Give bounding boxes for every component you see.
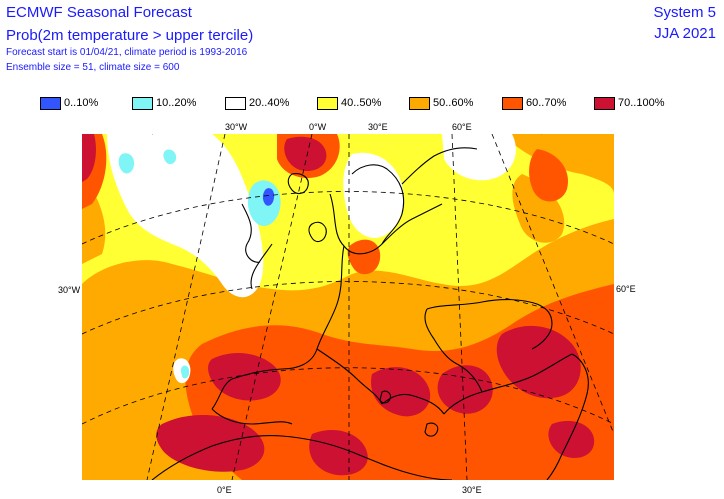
field-dark-red	[437, 365, 493, 414]
legend-item: 0..10%	[40, 95, 98, 111]
field-orange	[512, 174, 565, 243]
legend-item: 50..60%	[409, 95, 473, 111]
legend-label: 40..50%	[341, 97, 382, 109]
field-white	[343, 152, 404, 238]
legend: 0..10% 10..20% 20..40% 40..50% 50..60% 6…	[40, 95, 680, 111]
lon-label-top: 30°E	[368, 122, 388, 132]
ensemble-size-info: Ensemble size = 51, climate size = 600	[6, 62, 180, 73]
field-dark-red	[156, 414, 265, 472]
field-dark-red	[371, 367, 431, 417]
lon-label-left: 30°W	[58, 285, 81, 295]
map-title: ECMWF Seasonal Forecast	[6, 4, 192, 21]
field-dark-red	[208, 352, 281, 401]
field-dark-red	[82, 134, 96, 182]
legend-label: 50..60%	[433, 97, 474, 109]
legend-item: 40..50%	[317, 95, 381, 111]
field-white	[107, 134, 264, 298]
legend-label: 20..40%	[249, 97, 290, 109]
field-dark-red	[496, 325, 581, 399]
forecast-start-info: Forecast start is 01/04/21, climate peri…	[6, 47, 248, 58]
legend-label: 0..10%	[64, 97, 99, 109]
lon-label-top: 30°W	[225, 122, 248, 132]
legend-item: 20..40%	[225, 95, 289, 111]
field-cyan	[163, 149, 177, 165]
legend-item: 10..20%	[132, 95, 196, 111]
coastlines	[151, 147, 589, 480]
legend-swatch	[225, 96, 246, 110]
graticule	[82, 134, 614, 480]
legend-label: 60..70%	[526, 97, 567, 109]
system-label: System 5	[653, 4, 716, 21]
lon-label-top: 60°E	[452, 122, 472, 132]
legend-swatch	[502, 96, 523, 110]
field-cyan	[181, 365, 190, 379]
legend-swatch	[40, 96, 61, 110]
field-dark-red	[548, 420, 595, 459]
legend-swatch	[132, 96, 153, 110]
legend-label: 70..100%	[618, 97, 665, 109]
legend-label: 10..20%	[156, 97, 197, 109]
lon-label-bottom: 30°E	[462, 485, 482, 495]
field-blue	[262, 188, 275, 206]
field-orange	[101, 309, 145, 357]
field-cyan	[118, 153, 135, 174]
map-subtitle: Prob(2m temperature > upper tercile)	[6, 27, 254, 44]
field-white	[442, 134, 516, 181]
field-red-orange	[529, 149, 568, 202]
lon-label-top: 0°W	[309, 122, 327, 132]
field-dark-red	[309, 430, 368, 476]
legend-swatch	[409, 96, 430, 110]
field-dark-red	[284, 136, 327, 172]
lon-label-bottom: 0°E	[217, 485, 232, 495]
legend-item: 70..100%	[594, 95, 664, 111]
lon-label-right: 60°E	[616, 284, 636, 294]
season-label: JJA 2021	[654, 25, 716, 42]
legend-swatch	[317, 96, 338, 110]
probability-map	[82, 134, 614, 480]
legend-item: 60..70%	[502, 95, 566, 111]
legend-swatch	[594, 96, 615, 110]
field-red-orange	[347, 239, 381, 275]
